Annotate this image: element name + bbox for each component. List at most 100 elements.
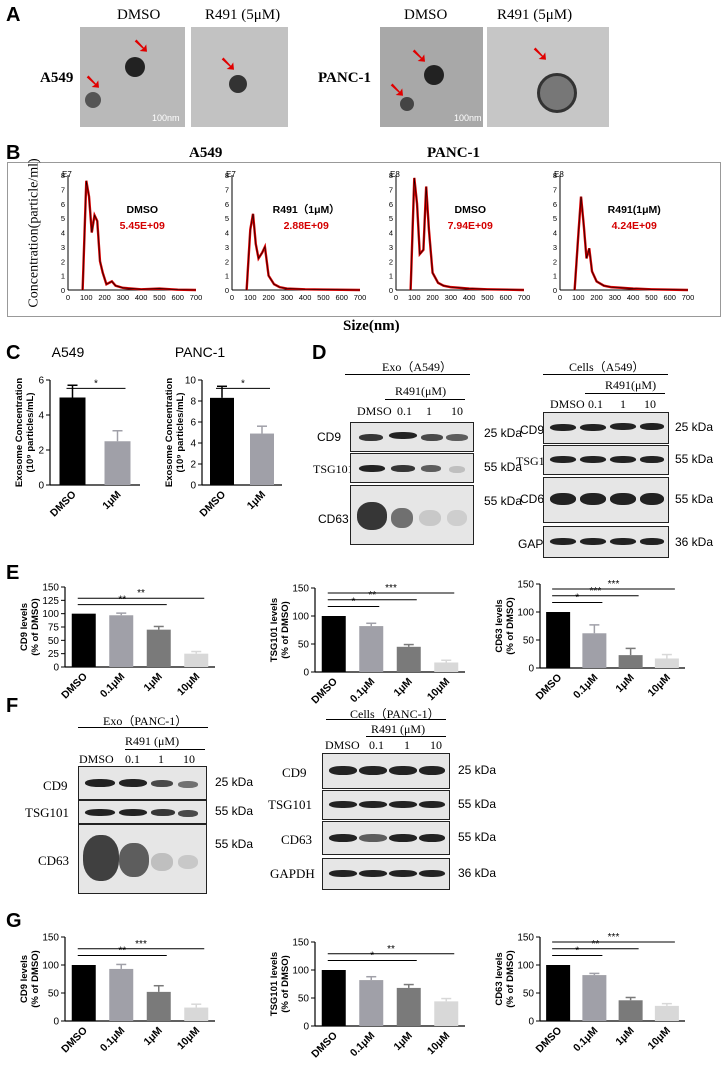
y-tick-label: 0 (53, 663, 59, 674)
significance-label: ** (368, 590, 376, 601)
y-tick-label: 50 (523, 636, 535, 647)
y-tick-label: 50 (523, 989, 535, 1000)
y-axis-label: CD63 levels(% of DMSO) (494, 597, 516, 655)
y-tick-label: 100 (42, 961, 59, 972)
bar (654, 1005, 679, 1021)
a-left-cell: A549 (40, 70, 74, 86)
y-tick-label: 150 (42, 583, 59, 594)
nta-y-tick-label: 7 (389, 185, 393, 194)
y-tick-label: 100 (517, 608, 534, 619)
nta-x-tick-label: 0 (66, 293, 70, 302)
significance-label: ** (118, 945, 126, 956)
blot-cells-a549-cd63 (543, 477, 669, 523)
nta-x-tick-label: 300 (117, 293, 130, 302)
d-cells-lane-2: 0.1 (588, 397, 603, 411)
bar (184, 1007, 209, 1021)
bar (104, 441, 131, 485)
nta-x-tick-label: 400 (135, 293, 148, 302)
bar (321, 616, 346, 672)
y-tick-label: 100 (517, 961, 534, 972)
nta-y-tick-label: 6 (225, 200, 229, 209)
nta-y-tick-label: 4 (61, 229, 65, 238)
nta-y-tick-label: 3 (389, 243, 393, 252)
chart-title: A549 (52, 345, 85, 360)
bar (582, 633, 607, 668)
nta-y-tick-label: 6 (389, 200, 393, 209)
nta-y-tick-label: 7 (225, 185, 229, 194)
f-cells-kda-2: 55 kDa (458, 797, 497, 811)
category-label: 0.1μM (98, 670, 128, 700)
category-label: 10μM (425, 675, 453, 703)
a-left-cond2: R491 (5μM) (205, 7, 281, 23)
d-exo-kda-3: 55 kDa (484, 494, 523, 508)
y-axis-label: TSG101 levels(% of DMSO) (269, 598, 291, 662)
blot-exo-a549-tsg101 (350, 453, 474, 483)
nta-x-tick-label: 0 (394, 293, 398, 302)
nta-x-tick-label: 400 (463, 293, 476, 302)
f-exo-prot-cd63: CD63 (38, 853, 70, 868)
nta-x-tick-label: 500 (481, 293, 494, 302)
nta-curve (81, 180, 197, 292)
d-exo-prot-cd63: CD63 (318, 512, 349, 526)
category-label: 0.1μM (348, 1029, 378, 1059)
category-label: 0.1μM (571, 671, 601, 701)
nta-x-tick-label: 600 (663, 293, 676, 302)
nta-value: 2.88E+09 (284, 220, 329, 232)
y-tick-label: 0 (190, 481, 196, 492)
d-exo-prot-tsg101: TSG101 (313, 462, 354, 476)
y-tick-label: 0 (528, 1017, 534, 1028)
category-label: DMSO (59, 671, 90, 702)
nta-y-tick-label: 5 (225, 214, 229, 223)
y-tick-label: 10 (185, 376, 197, 387)
panel-letter-b: B (6, 142, 21, 164)
panel-letter-f: F (6, 695, 19, 717)
category-label: DMSO (197, 489, 228, 520)
f-cells-prot-gapdh: GAPDH (270, 866, 315, 881)
nta-y-tick-label: 4 (553, 229, 557, 238)
f-exo-lane-1: DMSO (79, 752, 114, 766)
d-cells-prot-cd9: CD9 (520, 423, 545, 437)
bar (71, 613, 96, 667)
bar (618, 655, 643, 668)
d-cells-lane-4: 10 (644, 397, 656, 411)
panel-b-frame (7, 162, 721, 317)
d-cells-title: Cells（A549） (569, 360, 645, 374)
category-label: 1μM (613, 671, 637, 695)
nta-exponent: E8 (390, 170, 400, 179)
nta-y-tick-label: 3 (553, 243, 557, 252)
blot-exo-panc1-cd63 (78, 824, 207, 894)
em-image-a549-r491: ➘ (191, 27, 288, 127)
blot-cells-panc1-tsg101 (322, 790, 450, 820)
nta-y-tick-label: 0 (225, 286, 229, 295)
nta-mean-curve (410, 177, 525, 291)
significance-label: * (352, 596, 356, 607)
f-cells-lane-3: 1 (404, 738, 410, 752)
nta-y-tick-label: 5 (553, 214, 557, 223)
significance-label: ** (137, 588, 145, 599)
nta-x-tick-label: 200 (426, 293, 439, 302)
nta-mean-curve (246, 213, 361, 291)
d-cells-kda-1: 25 kDa (675, 420, 714, 434)
bar (359, 980, 384, 1026)
nta-x-tick-label: 0 (230, 293, 234, 302)
nta-x-tick-label: 700 (518, 293, 531, 302)
blot-cells-a549-gapdh (543, 526, 669, 558)
y-axis-label: TSG101 levels(% of DMSO) (269, 952, 291, 1016)
nta-y-tick-label: 1 (61, 272, 65, 281)
f-exo-prot-tsg101: TSG101 (25, 805, 70, 820)
significance-label: * (575, 592, 579, 603)
nta-y-tick-label: 2 (61, 257, 65, 266)
nta-x-tick-label: 100 (572, 293, 585, 302)
significance-label: *** (608, 932, 620, 943)
significance-label: ** (387, 944, 395, 955)
f-exo-lane-4: 10 (183, 752, 195, 766)
f-cells-lane-4: 10 (430, 738, 442, 752)
nta-mean-curve (82, 180, 197, 291)
nta-condition: R491(1μM) (608, 204, 661, 216)
bar (654, 658, 679, 668)
category-label: DMSO (533, 1025, 564, 1056)
